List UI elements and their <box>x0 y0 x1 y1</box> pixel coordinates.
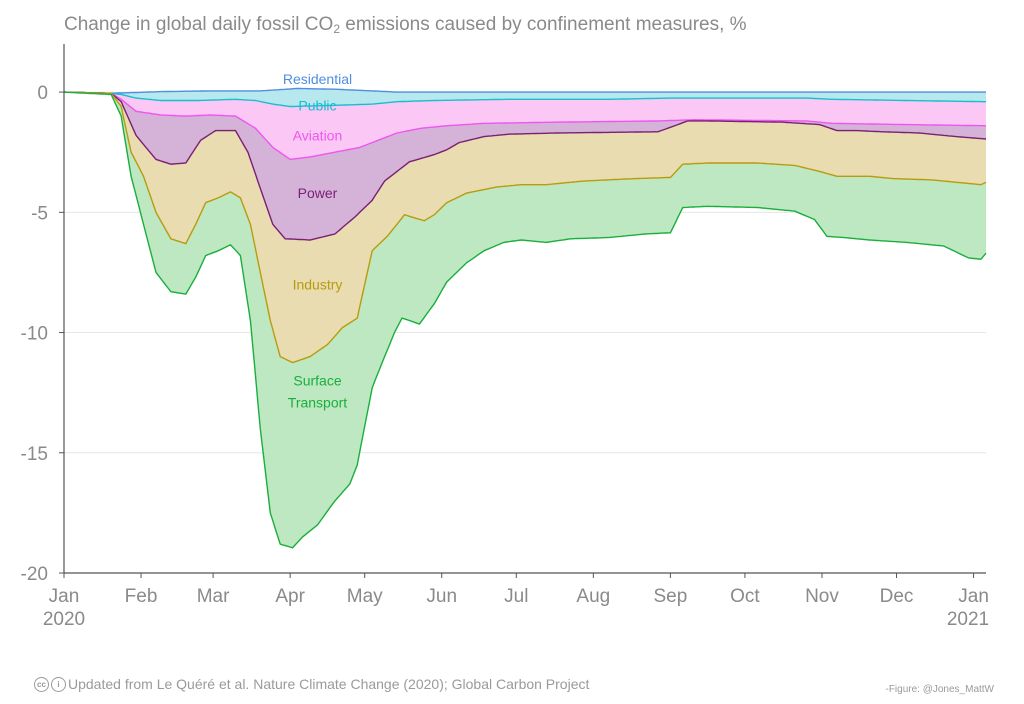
area-aviation <box>64 92 986 160</box>
x-tick-label: Nov <box>805 586 839 607</box>
area-surface-transport <box>64 92 986 548</box>
figure-credit: -Figure: @Jones_MattW <box>885 684 994 695</box>
credit-line: cc i Updated from Le Quéré et al. Nature… <box>34 676 589 692</box>
series-labels: Residential Public Aviation Power Industry Su… <box>283 71 352 410</box>
y-tick-label: -10 <box>21 324 48 345</box>
area-public <box>64 88 986 107</box>
x-tick-label: Sep <box>653 586 687 607</box>
line-public <box>63 91 986 108</box>
x-tick-label: Jul <box>504 586 528 607</box>
series-label: Transport <box>288 394 348 410</box>
x-tick-year-label: 2020 <box>43 609 85 630</box>
area-power <box>64 92 986 240</box>
axes <box>59 44 986 578</box>
x-tick-label: Jan <box>958 586 989 607</box>
chart-title: Change in global daily fossil CO2 emissi… <box>64 14 747 36</box>
creative-commons-icon: cc <box>34 676 49 692</box>
series-label: Surface <box>293 373 341 389</box>
x-tick-label: Dec <box>880 586 914 607</box>
line-power <box>63 91 987 241</box>
line-aviation <box>63 91 987 161</box>
x-tick-label: Feb <box>125 586 158 607</box>
x-tick-label: Apr <box>275 586 305 607</box>
x-tick-label: Aug <box>576 586 610 607</box>
line-industry <box>63 91 987 364</box>
series-label: Power <box>298 185 338 201</box>
x-tick-label: Mar <box>197 586 230 607</box>
attribution-icon: i <box>51 676 66 692</box>
series-label: Residential <box>283 71 352 87</box>
area-layers <box>64 88 986 548</box>
y-tick-labels: 0 -5 -10 -15 -20 <box>21 83 48 585</box>
series-label: Industry <box>293 276 343 292</box>
x-tick-label: Oct <box>730 586 760 607</box>
line-surface-transport <box>63 91 987 549</box>
series-lines <box>63 87 987 549</box>
y-tick-label: -15 <box>21 444 48 465</box>
x-tick-label: Jan <box>49 586 80 607</box>
y-tick-label: 0 <box>37 83 48 104</box>
x-tick-year-label: 2021 <box>947 609 989 630</box>
series-label: Public <box>298 97 336 113</box>
credit-text: Updated from Le Quéré et al. Nature Clim… <box>68 676 590 692</box>
y-tick-label: -5 <box>31 203 48 224</box>
x-tick-label: May <box>347 586 383 607</box>
series-label: Aviation <box>293 127 343 143</box>
x-tick-label: Jun <box>426 586 457 607</box>
y-tick-label: -20 <box>21 564 48 585</box>
line-residential <box>63 87 986 95</box>
area-industry <box>64 92 986 363</box>
